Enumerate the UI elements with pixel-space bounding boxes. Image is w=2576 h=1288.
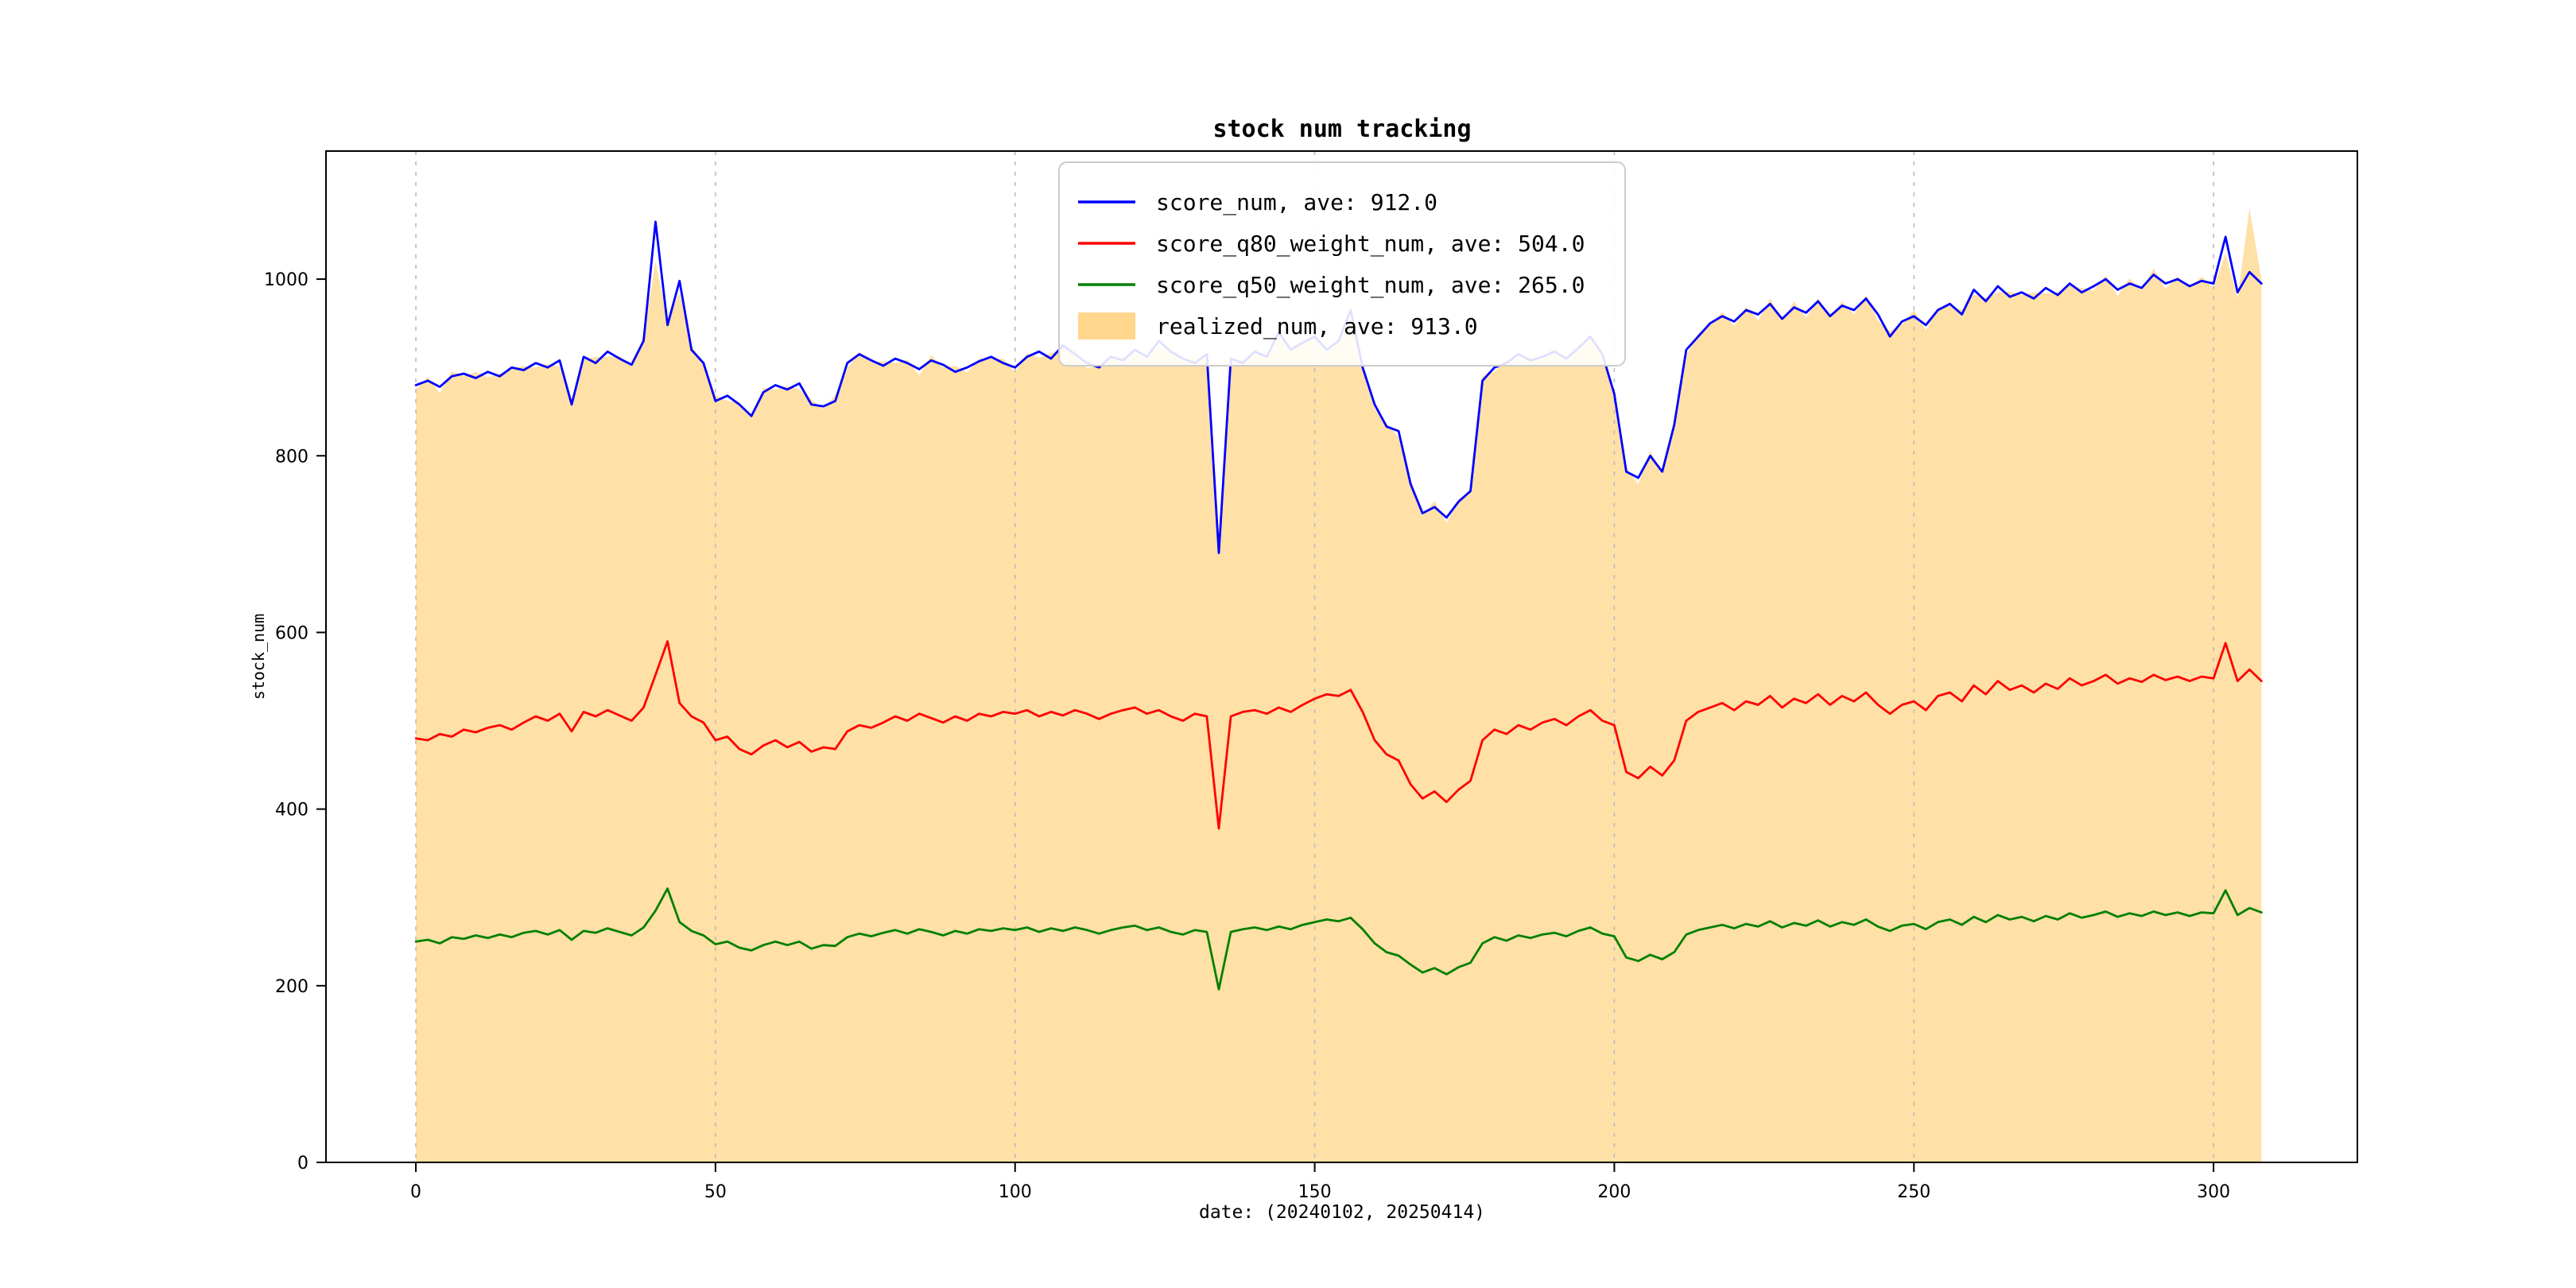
y-tick-label: 0 — [297, 1154, 308, 1174]
x-tick-label: 300 — [2197, 1182, 2230, 1202]
y-tick-label: 600 — [275, 623, 308, 643]
series-line — [414, 887, 2263, 991]
chart-title: stock num tracking — [1212, 115, 1471, 143]
y-tick-label: 800 — [275, 447, 308, 467]
legend-item-label: score_q80_weight_num, ave: 504.0 — [1156, 231, 1585, 258]
x-tick-label: 0 — [410, 1182, 421, 1202]
x-axis-label: date: (20240102, 20250414) — [1199, 1202, 1485, 1223]
legend-box — [1058, 161, 1626, 367]
legend-swatch — [1078, 312, 1135, 339]
legend-item-label: score_q50_weight_num, ave: 265.0 — [1156, 272, 1585, 299]
axes-layer: 0 50 100 150 200 250 300 0 200 400 600 800 1000 — [264, 150, 2358, 1202]
y-axis-label: stock_num — [249, 614, 268, 700]
legend-layer: score_num, ave: 912.0 score_q80_weight_nu… — [1058, 161, 1626, 367]
x-tick-label: 250 — [1897, 1182, 1930, 1202]
y-tick-label: 400 — [275, 801, 308, 821]
x-tick-label: 100 — [999, 1182, 1032, 1202]
legend-item-label: realized_num, ave: 913.0 — [1156, 313, 1478, 340]
x-tick-label: 200 — [1597, 1182, 1631, 1202]
y-tick-label: 200 — [275, 977, 308, 997]
plot-border — [325, 150, 2358, 1163]
series-line — [414, 640, 2263, 830]
y-tick-label: 1000 — [264, 270, 308, 290]
x-tick-label: 50 — [704, 1182, 727, 1202]
x-tick-label: 150 — [1298, 1182, 1332, 1202]
legend-item-label: score_num, ave: 912.0 — [1156, 189, 1437, 216]
